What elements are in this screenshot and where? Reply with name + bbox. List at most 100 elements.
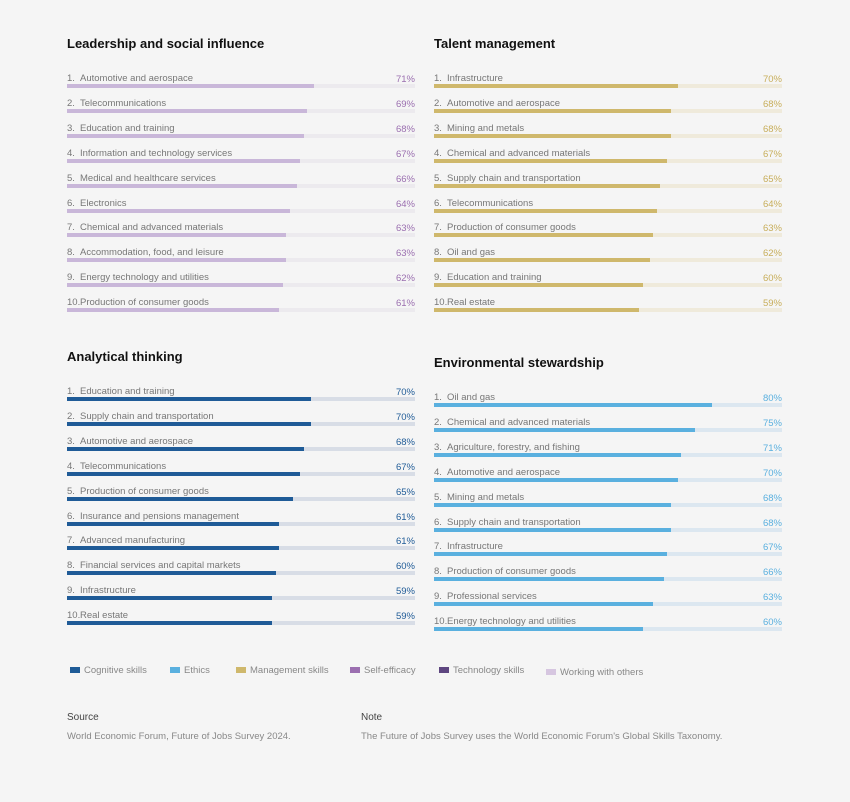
bar-track [67,446,415,451]
value-label: 67% [395,148,415,160]
legend-label: Cognitive skills [84,665,147,676]
legend-swatch [546,669,556,676]
legend-swatch [170,667,180,674]
category-name: Production of consumer goods [447,222,576,234]
category-label: 2. Chemical and advanced materials [434,416,591,428]
category-name: Production of consumer goods [80,485,209,497]
category-label: 1. Education and training [67,386,175,397]
source-heading: Source [67,712,99,723]
value-label: 67% [762,148,782,160]
category-label: 9. Professional services [434,591,537,603]
value-label: 68% [762,123,782,135]
bar-track [434,183,782,188]
bar-row: 5. Production of consumer goods 65% [67,485,415,512]
category-name: Supply chain and transportation [447,172,581,184]
value-label: 68% [395,436,415,448]
category-name: Automotive and aerospace [447,466,561,478]
bar-row: 1. Oil and gas 80% [434,392,782,418]
bar-row: 2. Telecommunications 69% [67,98,415,124]
bar-track [434,477,782,482]
bar-track [434,308,782,313]
bar [67,471,301,476]
bar [434,552,668,557]
source-text: World Economic Forum, Future of Jobs Sur… [67,731,291,742]
bar-track [434,602,782,607]
bar-row: 3. Agriculture, forestry, and fishing 71% [434,441,782,468]
value-label: 71% [395,74,415,85]
bar-track [67,233,415,238]
category-label: 7. Chemical and advanced materials [67,222,224,234]
bar [434,577,664,582]
bar-track [67,183,415,188]
category-label: 4. Chemical and advanced materials [434,147,591,159]
bar [67,308,280,313]
bar-track [67,84,415,88]
bar-row: 1. Automotive and aerospace 71% [67,73,415,99]
bar [67,571,276,576]
legend-item: Self-efficacy [350,665,416,676]
category-label: 4. Automotive and aerospace [434,466,561,478]
value-label: 59% [395,586,415,598]
bar-row: 7. Chemical and advanced materials 63% [67,222,415,248]
bar-row: 5. Medical and healthcare services 66% [67,172,415,199]
value-label: 63% [395,248,415,260]
bar-row: 2. Supply chain and transportation 70% [67,411,415,437]
bar [434,477,678,482]
legend-swatch [236,667,246,674]
bar [434,452,682,457]
bar-row: 5. Supply chain and transportation 65% [434,172,782,199]
value-label: 68% [395,123,415,135]
value-label: 75% [762,417,782,429]
bar [67,521,280,526]
category-label: 6. Electronics [67,197,127,209]
legend-label: Technology skills [453,665,525,676]
category-name: Automotive and aerospace [80,435,194,447]
category-name: Infrastructure [447,541,503,553]
bar-track [434,552,782,557]
category-name: Insurance and pensions management [80,510,239,522]
bar [67,421,311,426]
bar-row: 1. Infrastructure 70% [434,73,782,99]
bar-row: 2. Chemical and advanced materials 75% [434,416,782,443]
category-label: 5. Mining and metals [434,491,525,503]
bar-row: 2. Automotive and aerospace 68% [434,98,782,124]
source: Source World Economic Forum, Future of J… [67,712,291,742]
category-label: 8. Oil and gas [434,247,496,259]
bar-row: 9. Infrastructure 59% [67,585,415,611]
category-name: Oil and gas [447,247,496,259]
category-label: 1. Oil and gas [434,392,496,403]
category-label: 6. Telecommunications [434,197,534,209]
bar-track [67,521,415,526]
bar-track [67,471,415,476]
bar-track [67,546,415,551]
category-label: 3. Automotive and aerospace [67,435,194,447]
category-label: 1. Automotive and aerospace [67,73,194,84]
bar [434,602,654,607]
value-label: 69% [395,98,415,110]
bar-track [434,502,782,507]
bar [67,621,273,626]
category-label: 3. Agriculture, forestry, and fishing [434,441,580,453]
bar-row: 9. Energy technology and utilities 62% [67,272,415,298]
value-label: 67% [395,461,415,473]
bar-row: 6. Insurance and pensions management 61% [67,510,415,537]
category-name: Electronics [80,197,127,209]
category-label: 8. Financial services and capital markets [67,560,241,572]
category-name: Supply chain and transportation [447,516,581,528]
category-name: Infrastructure [80,585,136,597]
value-label: 80% [762,393,782,404]
bar [67,183,297,188]
value-label: 59% [395,611,415,623]
chart-title: Analytical thinking [67,349,183,364]
bar-track [67,496,415,501]
bar-track [434,108,782,113]
category-name: Production of consumer goods [80,297,209,309]
bar-track [434,158,782,163]
bar-track [434,283,782,288]
category-name: Advanced manufacturing [80,535,186,547]
bar-track [434,427,782,432]
category-label: 3. Education and training [67,122,175,134]
bar-row: 10.Real estate 59% [434,297,782,323]
category-name: Medical and healthcare services [80,172,216,184]
